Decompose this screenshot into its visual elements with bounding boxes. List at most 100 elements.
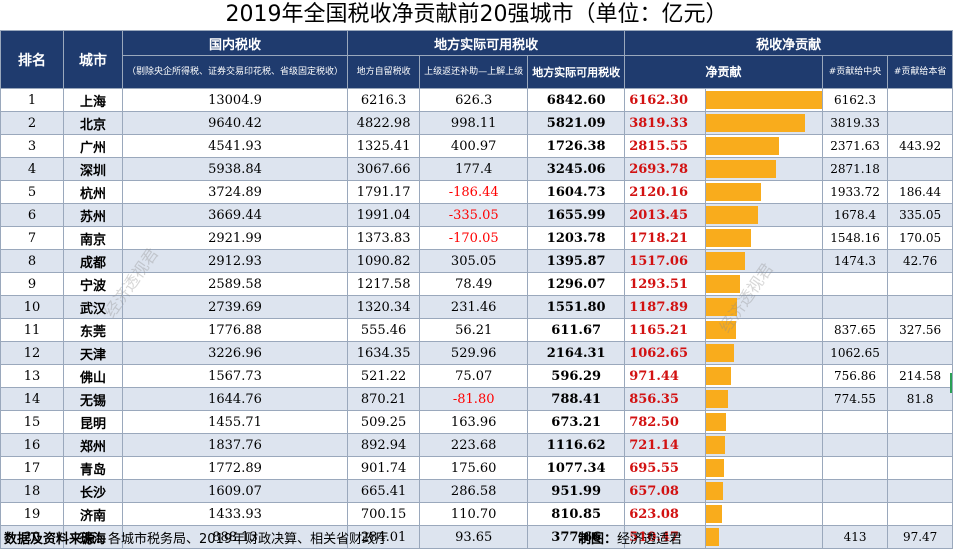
- rank-cell: 13: [0, 364, 65, 388]
- edge-marker: [950, 373, 952, 393]
- net-contribution-cell: 695.55: [624, 456, 706, 480]
- province-contribution-cell: [887, 341, 953, 365]
- retained-tax-cell: 892.94: [346, 433, 421, 457]
- net-contribution-bar-cell: [704, 502, 823, 526]
- rank-cell: 16: [0, 433, 65, 457]
- retained-tax-cell: 870.21: [346, 387, 421, 411]
- central-contribution-cell: 2871.18: [821, 157, 889, 181]
- transfer-cell: 56.21: [419, 318, 529, 342]
- retained-tax-cell: 3067.66: [346, 157, 421, 181]
- net-contribution-bar: [706, 183, 761, 201]
- transfer-cell: 175.60: [419, 456, 529, 480]
- header-row-2: （剔除央企所得税、证券交易印花税、省级固定税收） 地方自留税收 上级返还补助—上…: [1, 55, 953, 89]
- rank-cell: 4: [0, 157, 65, 181]
- net-contribution-bar-cell: [704, 479, 823, 503]
- net-contribution-bar-cell: [704, 111, 823, 135]
- net-contribution-cell: 657.08: [624, 479, 706, 503]
- available-tax-cell: 673.21: [527, 410, 626, 434]
- province-contribution-cell: 214.58: [887, 364, 953, 388]
- table-row: 17 青岛 1772.89 901.74 175.60 1077.34 695.55: [0, 456, 953, 480]
- table-row: 2 北京 9640.42 4822.98 998.11 5821.09 3819.33 381…: [0, 111, 953, 135]
- net-contribution-bar: [706, 505, 722, 523]
- transfer-cell: 286.58: [419, 479, 529, 503]
- net-contribution-bar: [706, 160, 776, 178]
- maker-text: 经济透适君: [617, 532, 683, 547]
- rank-cell: 19: [0, 502, 65, 526]
- available-tax-cell: 5821.09: [527, 111, 626, 135]
- net-contribution-cell: 1165.21: [624, 318, 706, 342]
- table-row: 6 苏州 3669.44 1991.04 -335.05 1655.99 2013.45 16…: [0, 203, 953, 227]
- net-contribution-cell: 2120.16: [624, 180, 706, 204]
- domestic-tax-cell: 2739.69: [121, 295, 349, 319]
- domestic-tax-cell: 1433.93: [121, 502, 349, 526]
- province-contribution-cell: [887, 433, 953, 457]
- available-tax-cell: 1077.34: [527, 456, 626, 480]
- domestic-tax-cell: 3226.96: [121, 341, 349, 365]
- available-tax-cell: 1655.99: [527, 203, 626, 227]
- rank-cell: 15: [0, 410, 65, 434]
- retained-tax-cell: 509.25: [346, 410, 421, 434]
- net-contribution-cell: 1718.21: [624, 226, 706, 250]
- net-contribution-bar: [706, 91, 822, 109]
- source-text: 各城市税务局、2019年财政决算、相关省财政厅: [108, 532, 389, 547]
- city-cell: 无锡: [63, 387, 123, 411]
- transfer-cell: 626.3: [419, 88, 529, 112]
- net-contribution-bar-cell: [704, 456, 823, 480]
- transfer-cell: 93.65: [419, 525, 529, 549]
- rank-cell: 2: [0, 111, 65, 135]
- domestic-tax-cell: 1776.88: [121, 318, 349, 342]
- header-domestic-note: （剔除央企所得税、证券交易印花税、省级固定税收）: [121, 55, 349, 89]
- table-row: 4 深圳 5938.84 3067.66 177.4 3245.06 2693.78 2871…: [0, 157, 953, 181]
- rank-cell: 7: [0, 226, 65, 250]
- table-body: 1 上海 13004.9 6216.3 626.3 6842.60 6162.30 6162.…: [0, 88, 953, 549]
- central-contribution-cell: [821, 410, 889, 434]
- available-tax-cell: 1395.87: [527, 249, 626, 273]
- domestic-tax-cell: 1609.07: [121, 479, 349, 503]
- net-contribution-cell: 2013.45: [624, 203, 706, 227]
- province-contribution-cell: [887, 502, 953, 526]
- net-contribution-bar-cell: [704, 433, 823, 457]
- central-contribution-cell: 2371.63: [821, 134, 889, 158]
- retained-tax-cell: 521.22: [346, 364, 421, 388]
- central-contribution-cell: 774.55: [821, 387, 889, 411]
- table-row: 11 东莞 1776.88 555.46 56.21 611.67 1165.21 837.6…: [0, 318, 953, 342]
- retained-tax-cell: 665.41: [346, 479, 421, 503]
- transfer-cell: 231.46: [419, 295, 529, 319]
- central-contribution-cell: 756.86: [821, 364, 889, 388]
- tax-table: 排名 城市 国内税收 地方实际可用税收 税收净贡献 （剔除央企所得税、证券交易印…: [0, 30, 953, 549]
- city-cell: 济南: [63, 502, 123, 526]
- net-contribution-bar-cell: [704, 410, 823, 434]
- transfer-cell: 529.96: [419, 341, 529, 365]
- transfer-cell: 110.70: [419, 502, 529, 526]
- domestic-tax-cell: 1644.76: [121, 387, 349, 411]
- net-contribution-bar-cell: [704, 341, 823, 365]
- available-tax-cell: 951.99: [527, 479, 626, 503]
- header-available: 地方实际可用税收: [527, 55, 626, 89]
- transfer-cell: 78.49: [419, 272, 529, 296]
- rank-cell: 17: [0, 456, 65, 480]
- retained-tax-cell: 6216.3: [346, 88, 421, 112]
- net-contribution-bar: [706, 413, 726, 431]
- central-contribution-cell: [821, 502, 889, 526]
- net-contribution-bar-cell: [704, 180, 823, 204]
- header-contribution-group: 税收净贡献: [624, 30, 953, 56]
- page-title: 2019年全国税收净贡献前20强城市（单位：亿元）: [225, 2, 728, 27]
- transfer-cell: -186.44: [419, 180, 529, 204]
- net-contribution-cell: 3819.33: [624, 111, 706, 135]
- rank-cell: 5: [0, 180, 65, 204]
- domestic-tax-cell: 1455.71: [121, 410, 349, 434]
- domestic-tax-cell: 2921.99: [121, 226, 349, 250]
- available-tax-cell: 1116.62: [527, 433, 626, 457]
- province-contribution-cell: 443.92: [887, 134, 953, 158]
- table-row: 5 杭州 3724.89 1791.17 -186.44 1604.73 2120.16 19…: [0, 180, 953, 204]
- header-net: 净贡献: [624, 55, 823, 89]
- available-tax-cell: 1726.38: [527, 134, 626, 158]
- available-tax-cell: 1203.78: [527, 226, 626, 250]
- net-contribution-bar: [706, 321, 736, 339]
- available-tax-cell: 377.66: [527, 525, 626, 549]
- rank-cell: 18: [0, 479, 65, 503]
- table-row: 7 南京 2921.99 1373.83 -170.05 1203.78 1718.21 15…: [0, 226, 953, 250]
- net-contribution-bar: [706, 436, 725, 454]
- province-contribution-cell: [887, 111, 953, 135]
- net-contribution-cell: 782.50: [624, 410, 706, 434]
